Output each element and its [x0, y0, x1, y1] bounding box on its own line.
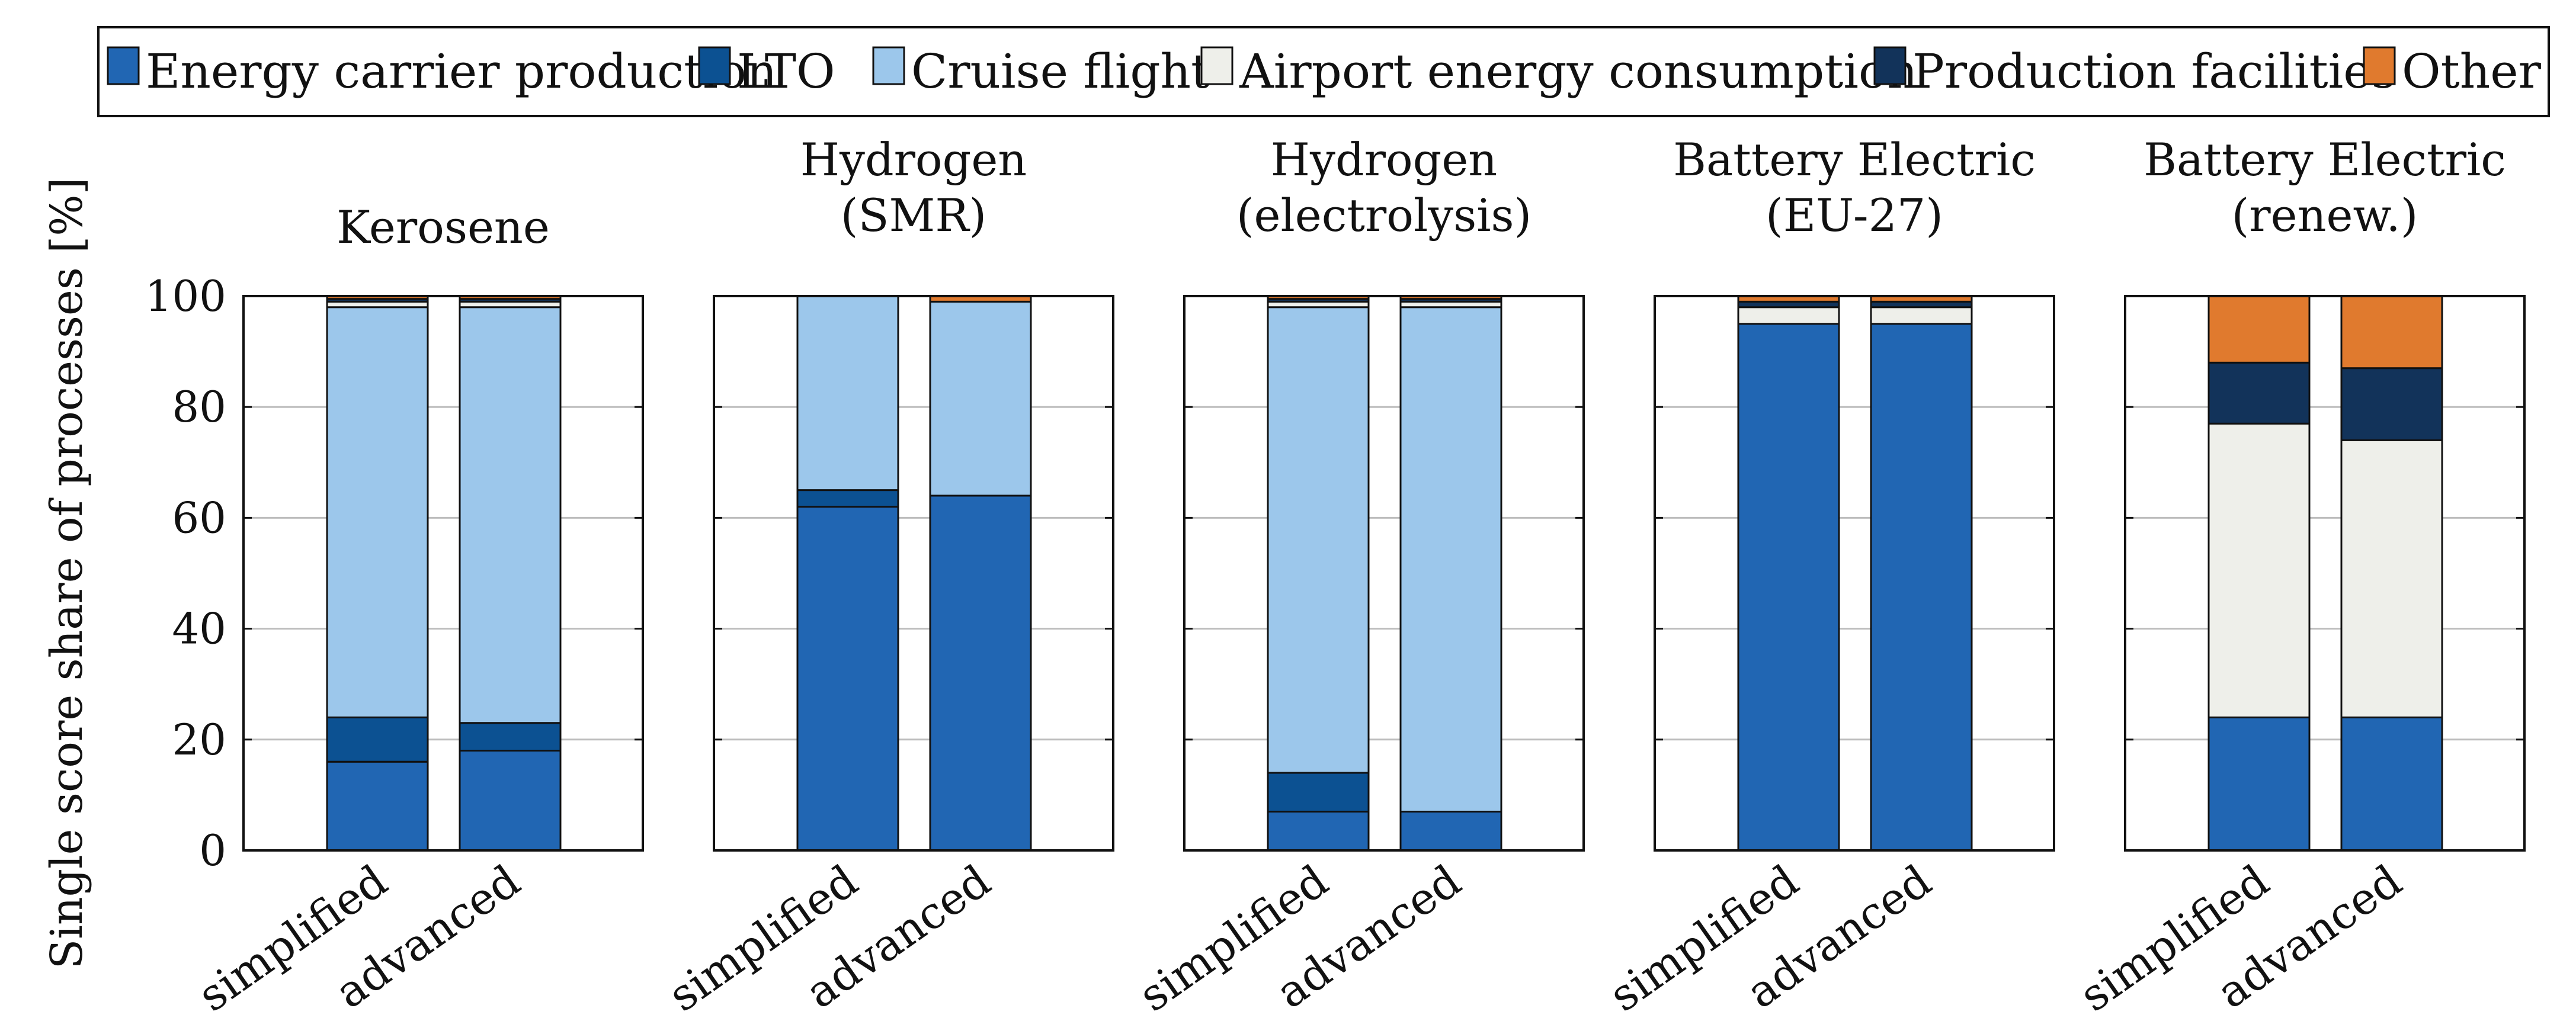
y-tick-label-20: 20 [172, 715, 226, 765]
plot-frame [713, 295, 1114, 852]
legend-label-cruise-flight: Cruise flight [911, 44, 1210, 99]
bar-segment-simplified-cruise-flight [326, 306, 429, 718]
bar-segment-advanced-airport-energy-consumption [2340, 439, 2443, 718]
legend-swatch-cruise-flight [872, 46, 905, 85]
bar-segment-advanced-cruise-flight [1399, 306, 1502, 813]
y-tick-label-0: 0 [199, 826, 226, 875]
bar-segment-advanced-lto [459, 722, 562, 752]
plot-frame [1183, 295, 1585, 852]
panel-title-line-1: Battery Electric [2144, 133, 2506, 186]
panel-title-line-1: Kerosene [337, 201, 550, 253]
legend-swatch-lto [698, 46, 731, 85]
panel-title-line-2: (EU-27) [1766, 189, 1943, 242]
y-tick-label-80: 80 [172, 382, 226, 432]
bar-segment-simplified-lto [796, 489, 899, 508]
bar-segment-advanced-other [2340, 295, 2443, 370]
plot-area [1655, 296, 2054, 850]
plot-frame [1654, 295, 2055, 852]
y-tick-label-60: 60 [172, 493, 226, 542]
legend-label-production-facilities: Production facilities [1912, 44, 2396, 99]
bar-segment-advanced-cruise-flight [929, 300, 1032, 497]
legend-label-energy-carrier-production: Energy carrier production [146, 44, 777, 99]
bar-segment-advanced-energy-carrier-production [1399, 810, 1502, 852]
panel-title-line-2: (renew.) [2232, 189, 2418, 242]
bar-segment-simplified-airport-energy-consumption [2207, 422, 2311, 718]
bar-segment-advanced-production-facilities [2340, 367, 2443, 441]
legend-swatch-other [2363, 46, 2396, 85]
bar-segment-simplified-energy-carrier-production [2207, 716, 2311, 852]
legend-swatch-energy-carrier-production [107, 46, 140, 85]
panel-title-line-1: Battery Electric [1673, 133, 2036, 186]
bar-segment-advanced-energy-carrier-production [1870, 323, 1973, 852]
bar-segment-advanced-energy-carrier-production [2340, 716, 2443, 852]
y-axis-title: Single score share of processes [%] [41, 178, 92, 969]
bar-segment-simplified-cruise-flight [1267, 306, 1370, 774]
legend-box [97, 26, 2550, 117]
bar-segment-simplified-energy-carrier-production [796, 506, 899, 852]
legend-swatch-airport-energy-consumption [1200, 46, 1233, 85]
bar-segment-simplified-production-facilities [2207, 361, 2311, 425]
y-tick-label-100: 100 [145, 271, 226, 321]
bar-segment-simplified-lto [1267, 772, 1370, 813]
legend-label-lto: LTO [737, 44, 835, 99]
bar-segment-simplified-lto [326, 716, 429, 763]
bar-segment-simplified-airport-energy-consumption [1737, 306, 1840, 325]
panels: simplifiedadvancedKerosenesimplifiedadva… [189, 133, 2526, 1022]
bar-segment-advanced-airport-energy-consumption [1870, 306, 1973, 325]
y-axis: Single score share of processes [%] 0 20 40… [41, 178, 226, 969]
panel-title-line-2: (electrolysis) [1236, 189, 1531, 242]
y-tick-label-40: 40 [172, 604, 226, 654]
bar-segment-simplified-energy-carrier-production [1737, 323, 1840, 852]
bar-segment-simplified-energy-carrier-production [1267, 810, 1370, 852]
bar-segment-advanced-cruise-flight [459, 306, 562, 724]
plot-frame [242, 295, 644, 852]
panel-title-line-2: (SMR) [841, 189, 986, 242]
plot-frame [2124, 295, 2526, 852]
bar-segment-simplified-energy-carrier-production [326, 760, 429, 852]
bar-segment-simplified-cruise-flight [796, 295, 899, 492]
plot-area [1184, 296, 1584, 850]
panel-title-line-1: Hydrogen [1271, 133, 1498, 186]
legend-label-other: Other [2402, 44, 2542, 99]
bar-segment-simplified-other [2207, 295, 2311, 364]
panel-title-line-1: Hydrogen [800, 133, 1027, 186]
plot-area [2125, 296, 2524, 850]
plot-area [714, 296, 1113, 850]
bar-segment-advanced-energy-carrier-production [459, 750, 562, 852]
plot-area [243, 296, 643, 850]
bar-segment-advanced-energy-carrier-production [929, 494, 1032, 852]
legend-swatch-production-facilities [1873, 46, 1907, 85]
legend-label-airport-energy-consumption: Airport energy consumption [1239, 44, 1918, 99]
